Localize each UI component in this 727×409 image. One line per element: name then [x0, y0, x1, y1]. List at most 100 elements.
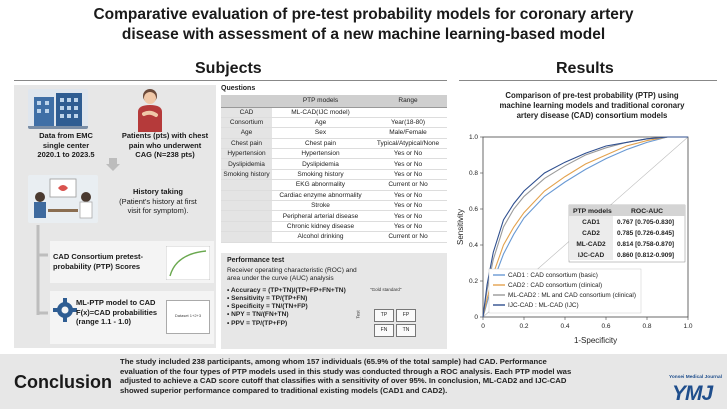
- data-source-line-2: single center: [42, 140, 90, 150]
- auc-model-name: CAD2: [582, 230, 600, 237]
- conclusion-line-4: showed superior performance compared to …: [120, 385, 448, 395]
- y-tick-label: 0.6: [469, 206, 478, 213]
- table-cell-ptp: Stroke: [272, 200, 369, 212]
- results-heading: Results: [556, 60, 614, 77]
- ptp-questions-table: PTP models Range CAD ML-CAD(IJC model) Con…: [221, 95, 447, 243]
- gold-standard-label: "Gold standard": [370, 287, 402, 292]
- table-cell-range: Yes or No: [369, 158, 447, 170]
- data-source-line-1: Data from EMC: [39, 131, 93, 140]
- auc-value: 0.767 [0.705-0.830]: [617, 219, 674, 226]
- results-title-line-2: machine learning models and traditional …: [499, 101, 685, 110]
- y-tick-label: 0.4: [469, 242, 478, 249]
- table-cell-ptp: Smoking history: [272, 169, 369, 181]
- performance-desc-2: area under the curve (AUC) analysis: [227, 275, 334, 283]
- table-cell-cad: [221, 190, 272, 202]
- auc-table-header: [569, 205, 685, 216]
- auc-row-bg: [569, 227, 613, 238]
- results-title-line-1: Comparison of pre-test probability (PTP)…: [505, 91, 679, 100]
- auc-value: 0.860 [0.812-0.909]: [617, 252, 674, 259]
- questions-heading: Questions: [221, 85, 256, 92]
- table-cell-range: Current or No: [369, 231, 447, 243]
- conclusion-text: The study included 238 participants, amo…: [120, 357, 665, 395]
- consortium-label: CAD Consortium pretest- probability (PTP…: [53, 252, 163, 271]
- table-cell-ptp: Hypertension: [272, 148, 369, 160]
- conclusion-line-2: evaluation of the four types of PTP mode…: [120, 366, 572, 376]
- performance-desc-1: Receiver operating characteristic (ROC) …: [227, 267, 357, 274]
- table-cell-ptp: Chronic kidney disease: [272, 221, 369, 233]
- data-source-line-3: 2020.1 to 2023.5: [37, 150, 95, 159]
- table-header-ptp: PTP models: [272, 95, 369, 108]
- table-cell-ptp: Alcohol drinking: [272, 231, 369, 243]
- results-title-line-3: artery disease (CAD) consortium models: [516, 111, 668, 120]
- results-rule: [459, 80, 717, 81]
- auc-model-name: IJC-CAD: [578, 252, 605, 259]
- cell-fp: FP: [396, 309, 416, 322]
- y-tick-label: 0.8: [469, 170, 478, 177]
- history-line-2: (Patient's history at first: [119, 196, 197, 206]
- doctor-consultation-icon: [28, 175, 98, 223]
- table-cell-range: Yes or No: [369, 210, 447, 222]
- table-cell-range: Yes or No: [369, 221, 447, 233]
- table-row: Dyslipidemia Dyslipidemia Yes or No: [221, 158, 447, 170]
- performance-heading: Performance test: [227, 257, 285, 264]
- x-tick-label: 1.0: [683, 323, 692, 330]
- patients-label: Patients (pts) with chest pain who under…: [114, 131, 216, 160]
- dataset-thumbnail-label: Dataset 1+2+3: [174, 313, 202, 318]
- ml-ptp-line-2: F(x)=CAD probabilities: [76, 307, 158, 317]
- y-tick-label: 0: [474, 314, 478, 321]
- cell-fn: FN: [374, 324, 394, 337]
- table-cell-range: Male/Female: [369, 127, 447, 139]
- ml-ptp-line-1: ML-PTP model to CAD: [76, 298, 156, 307]
- table-cell-ptp: Age: [272, 117, 369, 129]
- table-cell-range: [369, 107, 447, 118]
- journal-name: Yonsei Medical Journal: [669, 375, 722, 380]
- table-cell-cad: [221, 210, 272, 222]
- title-line-2: disease with assessment of a new machine…: [121, 26, 606, 43]
- gear-icon: [53, 298, 77, 322]
- table-cell-ptp: Chest pain: [272, 138, 369, 150]
- table-cell-ptp: Dyslipidemia: [272, 158, 369, 170]
- cell-tn: TN: [396, 324, 416, 337]
- auc-model-name: CAD1: [582, 219, 600, 226]
- down-arrow-icon: [106, 158, 120, 171]
- subjects-heading: Subjects: [195, 60, 262, 77]
- table-cell-ptp: Sex: [272, 127, 369, 139]
- title-line-1: Comparative evaluation of pre-test proba…: [93, 6, 634, 23]
- auc-row-bg: [569, 238, 613, 249]
- table-cell-cad: [221, 221, 272, 233]
- table-cell-cad: Hypertension: [221, 148, 272, 160]
- data-source-label: Data from EMC single center 2020.1 to 20…: [20, 131, 112, 160]
- table-cell-range: Yes or No: [369, 190, 447, 202]
- table-cell-ptp: EKG abnormality: [272, 179, 369, 191]
- formula-accuracy: • Accuracy = (TP+TN)/(TP+FP+FN+TN): [227, 286, 346, 294]
- subjects-rule: [14, 80, 447, 81]
- auc-value: 0.814 [0.758-0.870]: [617, 241, 674, 248]
- table-row: Chest pain Chest pain Typical/Atypical/Non…: [221, 138, 447, 150]
- y-tick-label: 1.0: [469, 134, 478, 141]
- confusion-matrix: "Gold standard" Test TP FP FN TN: [352, 287, 442, 345]
- table-cell-range: Yes or No: [369, 169, 447, 181]
- hospital-building-icon: [28, 89, 88, 129]
- conclusion-heading: Conclusion: [14, 372, 112, 392]
- probability-curve-thumbnail: [166, 246, 210, 280]
- table-cell-range: Year(18-80): [369, 117, 447, 129]
- table-cell-ptp: ML-CAD(IJC model): [272, 107, 369, 118]
- auc-header-models: PTP models: [573, 208, 612, 215]
- chart-legend: [488, 268, 642, 314]
- formula-sensitivity: • Sensitivity = TP/(TP+FN): [227, 295, 308, 303]
- table-row: Stroke Yes or No: [221, 200, 447, 212]
- legend-entry: CAD1 : CAD consortium (basic): [508, 272, 598, 279]
- table-cell-cad: [221, 179, 272, 191]
- flow-connector: [36, 225, 48, 315]
- legend-entry: ML-CAD2 : ML and CAD consortium (clinica…: [508, 292, 636, 299]
- table-cell-cad: [221, 200, 272, 212]
- auc-model-name: ML-CAD2: [576, 241, 606, 248]
- poster-title: Comparative evaluation of pre-test proba…: [0, 5, 727, 45]
- table-row: Smoking history Smoking history Yes or No: [221, 169, 447, 181]
- history-line-3: visit for symptom).: [127, 206, 189, 215]
- table-row: Peripheral arterial disease Yes or No: [221, 210, 447, 222]
- cell-tp: TP: [374, 309, 394, 322]
- x-tick-label: 0.6: [601, 323, 610, 330]
- dataset-thumbnail: Dataset 1+2+3: [166, 300, 210, 334]
- history-taking-label: History taking (Patient's history at fir…: [100, 187, 216, 216]
